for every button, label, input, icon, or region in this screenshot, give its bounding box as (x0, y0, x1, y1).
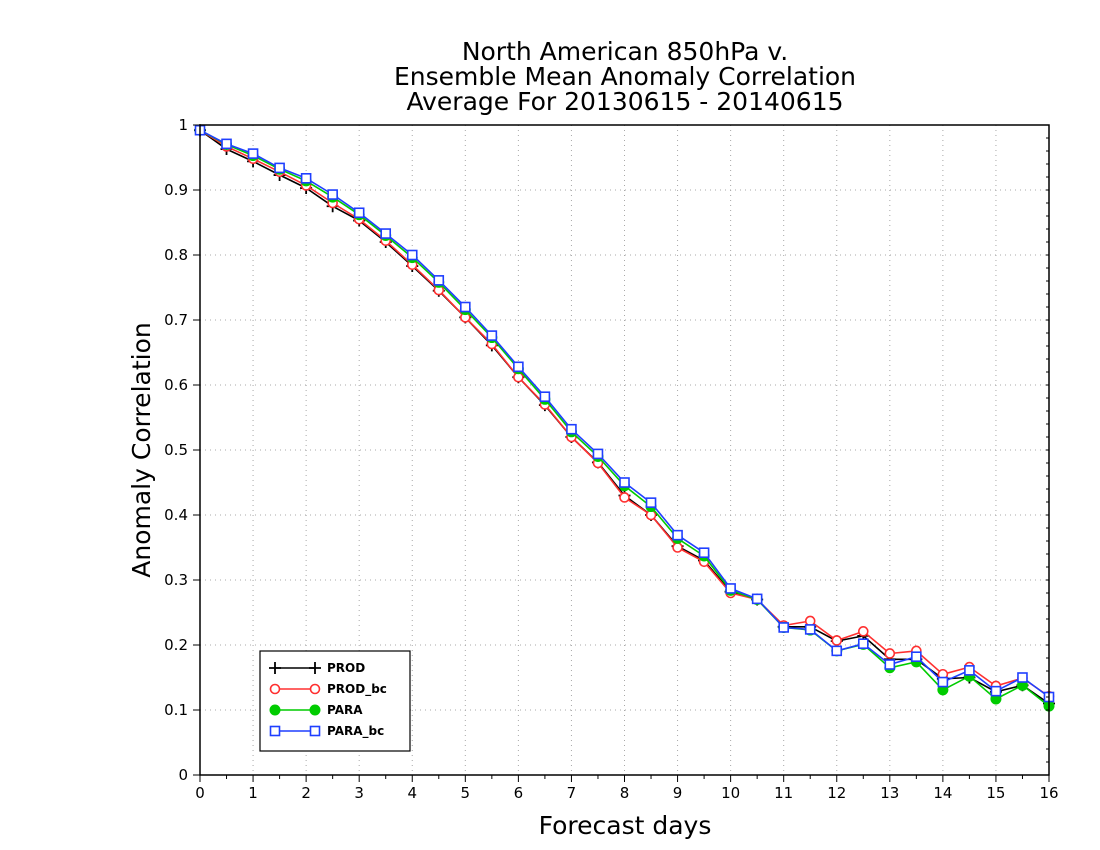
y-axis-label: Anomaly Correlation (127, 322, 156, 577)
x-tick-label: 4 (407, 784, 417, 802)
x-tick-label: 2 (301, 784, 311, 802)
x-tick-label: 6 (514, 784, 524, 802)
data-point (751, 593, 763, 605)
data-point (327, 189, 338, 200)
data-point (937, 676, 949, 688)
data-point (433, 275, 445, 286)
y-tick-label: 0.6 (164, 376, 188, 394)
x-tick-label: 9 (673, 784, 683, 802)
data-point (698, 547, 710, 559)
series-para-bc (194, 124, 1055, 703)
x-tick-label: 5 (461, 784, 471, 802)
legend-marker (269, 704, 281, 716)
data-point (725, 583, 736, 594)
x-tick-label: 1 (248, 784, 258, 802)
legend-entry: PROD_bc (269, 682, 387, 697)
x-tick-label: 0 (195, 784, 205, 802)
x-tick-label: 12 (827, 784, 846, 802)
y-tick-label: 0.3 (164, 571, 188, 589)
legend-marker (269, 683, 281, 695)
data-point (911, 651, 922, 663)
y-tick-label: 0.4 (164, 506, 188, 524)
y-tick-label: 0.2 (164, 636, 188, 654)
legend-label: PARA_bc (327, 724, 384, 739)
data-point (592, 448, 604, 460)
data-point (300, 173, 312, 184)
legend-marker (309, 725, 321, 737)
legend-label: PROD_bc (327, 682, 387, 697)
y-tick-label: 0.8 (164, 246, 188, 264)
y-tick-label: 0 (178, 766, 188, 784)
data-point (831, 635, 843, 646)
x-tick-label: 7 (567, 784, 577, 802)
data-point (964, 665, 975, 676)
x-tick-label: 14 (933, 784, 952, 802)
y-tick-label: 0.7 (164, 311, 188, 329)
data-point (672, 542, 683, 553)
data-point (460, 301, 471, 313)
legend-marker (269, 662, 281, 674)
legend-marker (309, 683, 321, 695)
x-axis-label: Forecast days (539, 811, 712, 840)
y-tick-label: 0.9 (164, 181, 188, 199)
data-point (857, 638, 869, 650)
data-point (406, 249, 418, 261)
x-tick-label: 16 (1039, 784, 1058, 802)
data-point (804, 624, 816, 635)
grid-lines (200, 125, 1049, 775)
x-tick-label: 10 (721, 784, 740, 802)
y-tick-label: 0.1 (164, 701, 188, 719)
axis-ticks: 0 1 2 3 4 5 6 7 8 9 10 11 12 13 14 15 1600.10.20.30.40.5… (164, 116, 1058, 802)
legend-marker (309, 704, 321, 716)
data-point (221, 138, 232, 150)
chart-title: North American 850hPa v. Ensemble Mean A… (394, 37, 856, 116)
x-tick-label: 13 (880, 784, 899, 802)
data-point (1017, 672, 1028, 683)
data-point (619, 492, 630, 503)
data-point (513, 361, 524, 373)
legend-marker (269, 725, 281, 737)
legend-label: PARA (327, 703, 363, 717)
title-line-1: North American 850hPa v. (462, 37, 788, 66)
data-point (884, 648, 896, 659)
x-tick-label: 11 (774, 784, 793, 802)
y-tick-label: 1 (178, 116, 188, 134)
data-point (486, 330, 498, 341)
data-point (274, 162, 285, 174)
x-tick-label: 8 (620, 784, 630, 802)
title-line-2: Ensemble Mean Anomaly Correlation (394, 62, 856, 91)
y-tick-label: 0.5 (164, 441, 188, 459)
legend-entry: PARA (269, 703, 363, 717)
data-point (884, 659, 896, 670)
data-point (645, 497, 657, 508)
x-tick-label: 3 (354, 784, 364, 802)
legend-entry: PARA_bc (269, 724, 384, 739)
data-point (539, 391, 551, 403)
data-point (831, 645, 843, 657)
legend-label: PROD (327, 661, 365, 675)
title-line-3: Average For 20130615 - 20140615 (406, 87, 843, 116)
data-point (778, 622, 789, 633)
data-point (247, 148, 259, 159)
data-point (353, 207, 365, 219)
data-point (380, 228, 392, 239)
data-point (619, 477, 630, 488)
data-point (566, 423, 577, 435)
x-tick-label: 15 (986, 784, 1005, 802)
data-point (857, 626, 869, 637)
legend-marker (309, 662, 321, 674)
data-point (990, 685, 1002, 697)
legend-entry: PROD (269, 661, 365, 675)
data-point (672, 529, 683, 541)
legend: PROD PROD_bc PARA PARA_bc (259, 650, 411, 752)
